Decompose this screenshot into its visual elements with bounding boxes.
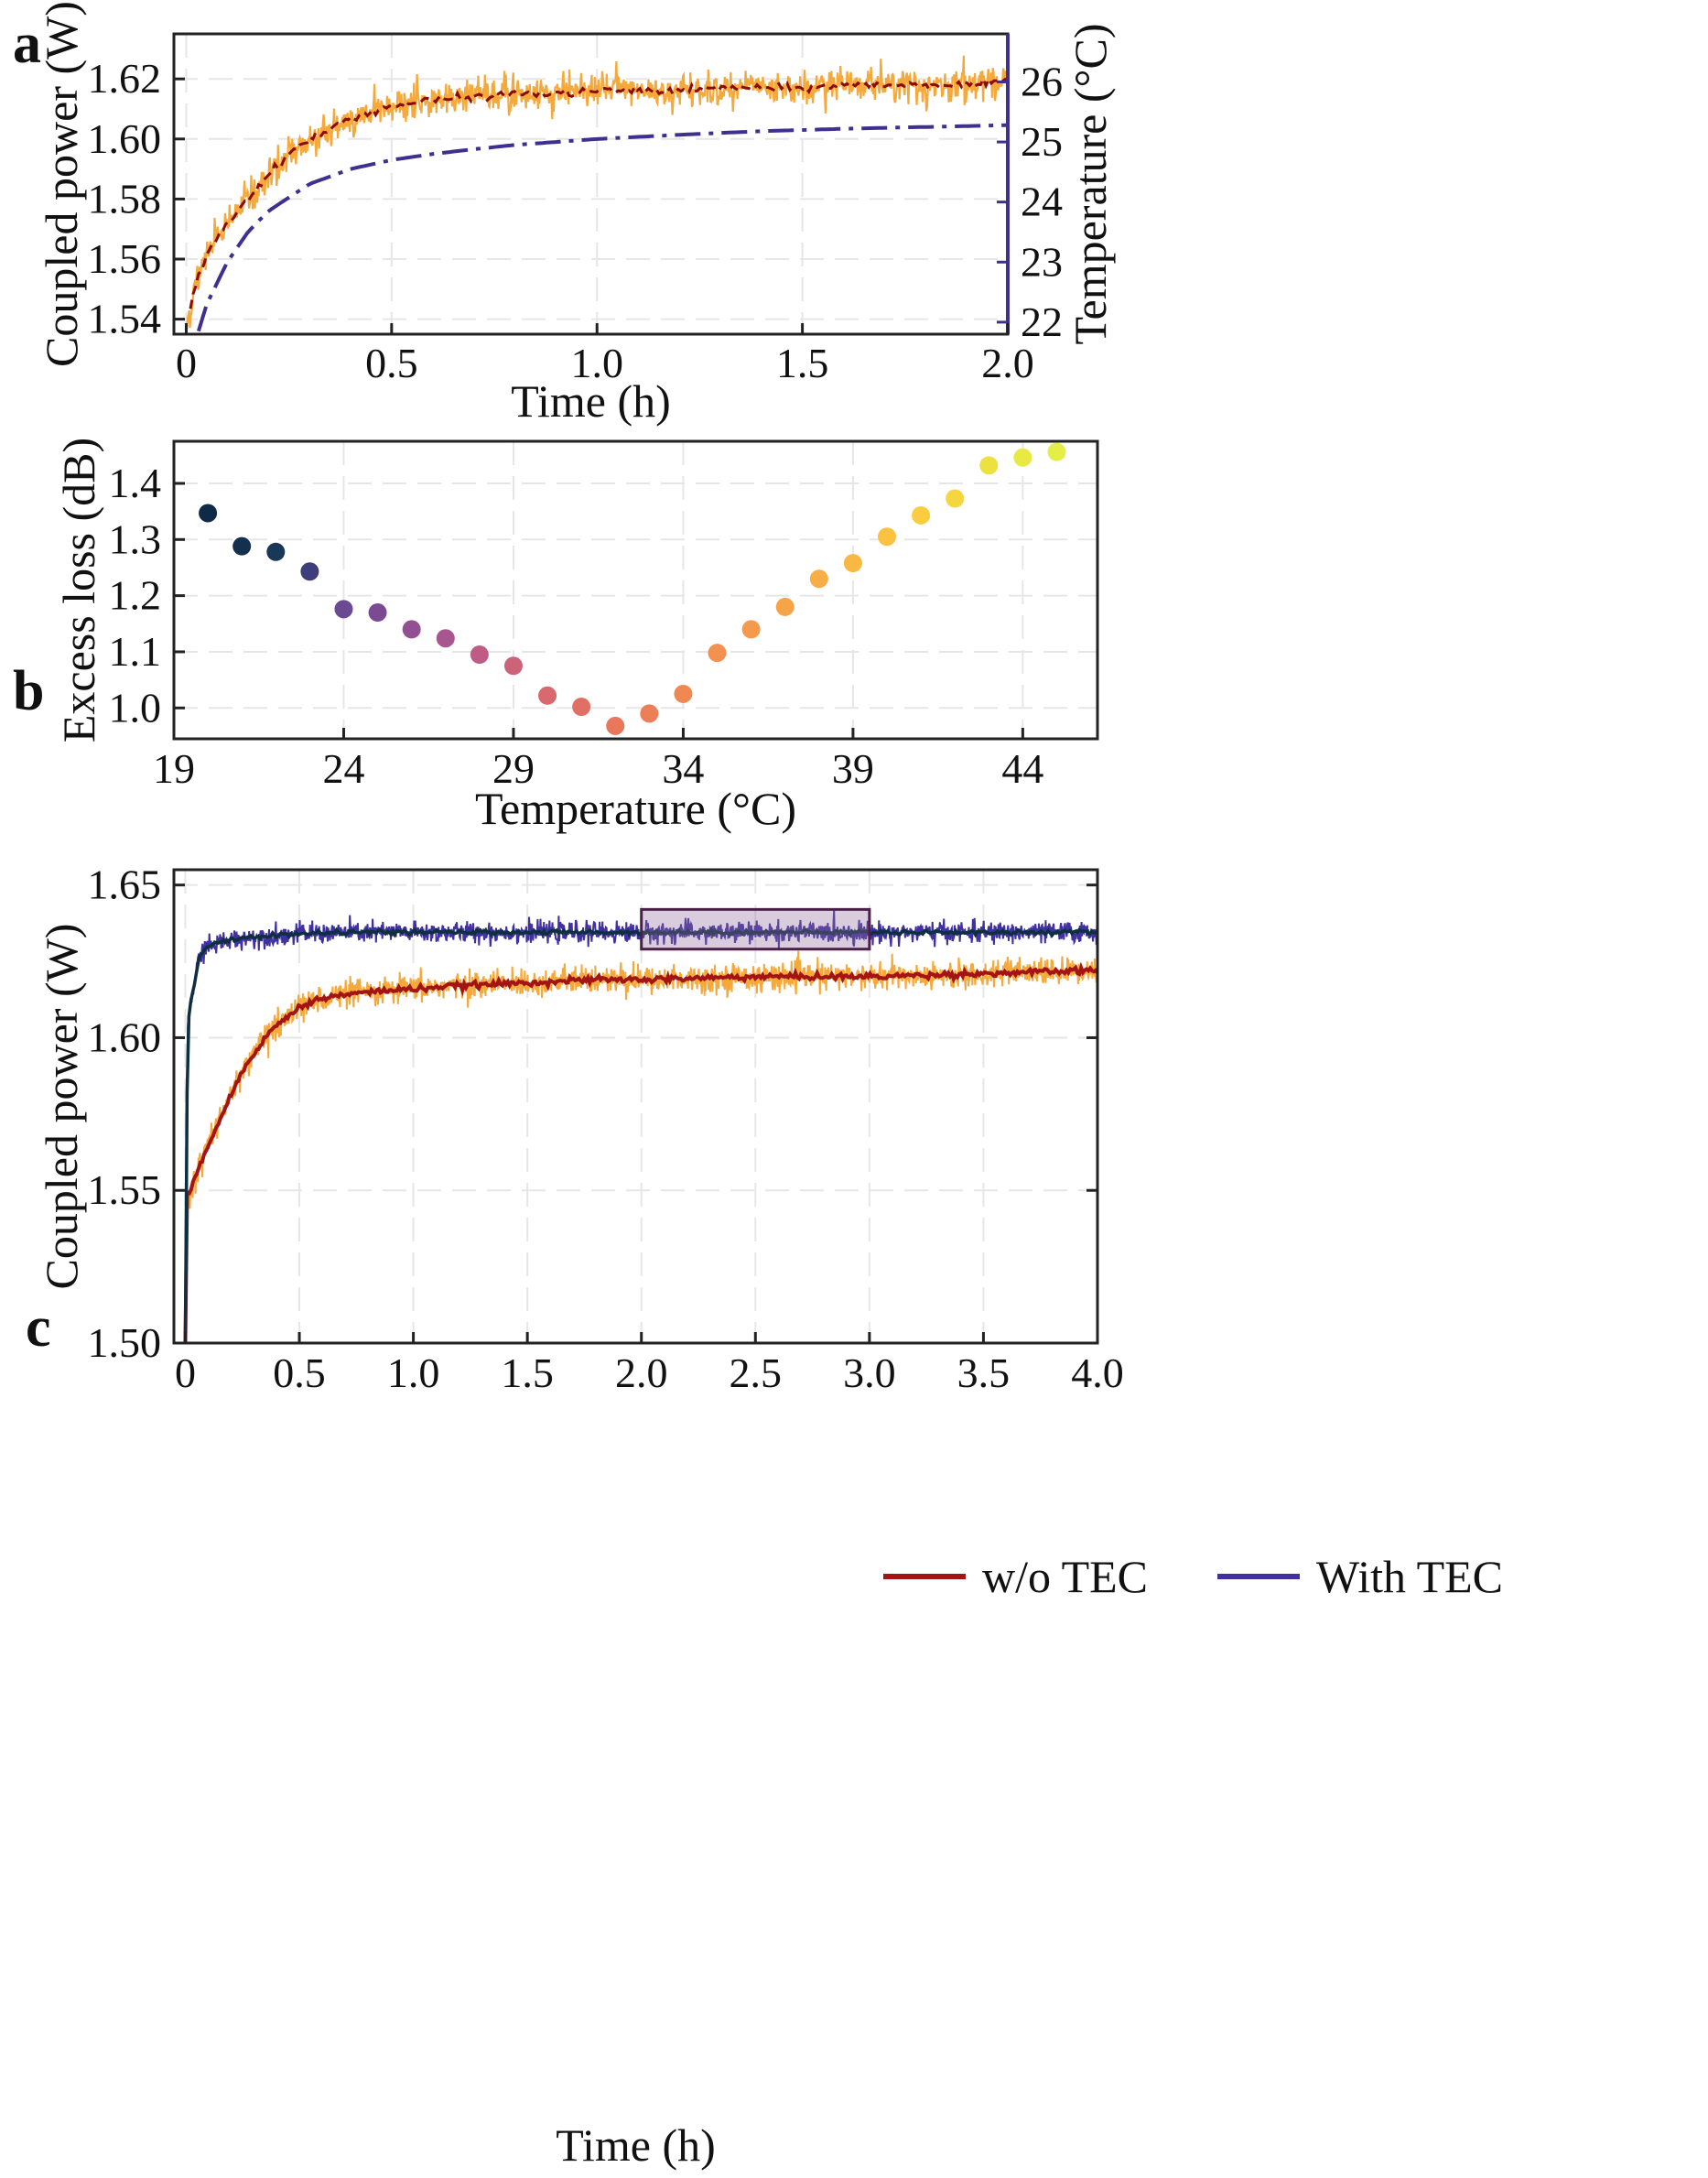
b-xtick-label-3: 34: [662, 745, 704, 792]
panel-letter-b: b: [13, 660, 44, 722]
c-xtick-label-8: 4.0: [1071, 1349, 1124, 1396]
a-y2tick-label-3: 25: [1021, 118, 1063, 165]
b-ytick-label-2: 1.2: [109, 572, 162, 619]
a-ytick-label-2: 1.58: [88, 175, 162, 222]
b-point-9: [503, 656, 523, 676]
b-ytick-label-3: 1.3: [109, 515, 162, 562]
a-xtick-label-1: 0.5: [365, 340, 418, 386]
b-ytick-label-4: 1.4: [109, 460, 162, 506]
panel-b-chart: 19 24 29 34 39 44 1.0 1.1 1.2 1.3 1.4 Temperature (…: [53, 438, 1099, 834]
b-point-21: [912, 505, 931, 525]
a-xtick-label-2: 1.0: [570, 340, 623, 386]
b-point-13: [640, 704, 659, 723]
b-point-3: [300, 562, 319, 581]
c-series-wo-tec-raw: [186, 950, 1098, 1209]
panel-a-chart: 0 0.5 1.0 1.5 2.0 1.54 1.56 1.58 1.60 1.62 22 23 24 2…: [36, 1, 1116, 427]
c-ytick-label-2: 1.60: [88, 1013, 162, 1060]
b-point-25: [1047, 442, 1066, 461]
c-xtick-label-2: 1.0: [387, 1349, 440, 1396]
b-point-2: [266, 542, 286, 561]
a-ytick-label-3: 1.60: [88, 115, 162, 162]
b-point-1: [232, 536, 252, 556]
b-point-10: [538, 686, 557, 705]
c-xtick-label-0: 0: [175, 1349, 196, 1396]
b-point-23: [979, 456, 999, 475]
b-point-20: [878, 527, 897, 547]
b-plot-frame: [172, 439, 1099, 741]
c-legend-label-wo-tec: w/o TEC: [982, 1551, 1148, 1602]
c-series-wo-tec-mean: [183, 961, 1099, 1344]
a-xtick-label-3: 1.5: [776, 340, 829, 386]
c-ytick-label-3: 1.65: [88, 861, 162, 908]
c-legend-label-with-tec: With TEC: [1316, 1551, 1503, 1602]
a-y2label: Temperature (°C): [1065, 23, 1116, 344]
b-point-5: [368, 603, 387, 623]
b-point-7: [436, 629, 455, 648]
a-y2tick-label-1: 23: [1021, 238, 1063, 285]
b-point-15: [708, 644, 727, 663]
c-highlight-box: [640, 907, 871, 951]
a-series-mean-power: [189, 75, 1010, 309]
b-xtick-label-2: 29: [492, 745, 535, 792]
b-point-17: [775, 597, 795, 616]
a-y2tick-label-0: 22: [1021, 298, 1063, 345]
b-point-12: [606, 716, 625, 735]
b-ytick-label-0: 1.0: [109, 684, 162, 731]
b-point-18: [809, 569, 828, 589]
b-point-19: [843, 554, 862, 573]
b-xtick-label-0: 19: [153, 745, 195, 792]
a-ytick-label-4: 1.62: [88, 55, 162, 102]
a-y2tick-label-4: 26: [1021, 58, 1063, 104]
a-y2tick-label-2: 24: [1021, 179, 1063, 225]
c-xlabel: Time (h): [556, 2119, 716, 2171]
a-series-temperature: [196, 123, 1009, 332]
panel-letter-a: a: [13, 13, 41, 75]
b-point-22: [946, 489, 965, 508]
c-xtick-label-5: 2.5: [730, 1349, 783, 1396]
c-ytick-label-0: 1.50: [88, 1319, 162, 1366]
a-ytick-label-1: 1.56: [88, 235, 162, 282]
a-ylabel: Coupled power (W): [36, 1, 87, 367]
c-xtick-label-7: 3.5: [957, 1349, 1011, 1396]
c-xtick-label-4: 2.0: [615, 1349, 668, 1396]
b-point-14: [674, 684, 693, 703]
c-xtick-label-3: 1.5: [501, 1349, 554, 1396]
a-xtick-label-4: 2.0: [981, 340, 1034, 386]
b-xlabel: Temperature (°C): [475, 783, 796, 834]
b-point-16: [741, 620, 761, 639]
b-point-0: [199, 504, 218, 523]
b-xtick-label-5: 44: [1001, 745, 1043, 792]
b-point-8: [470, 645, 489, 665]
panel-c-chart: 0 0.5 1.0 1.5 2.0 2.5 3.0 3.5 4.0 1.50 1.55 1.60 1.6…: [36, 861, 1503, 2171]
panel-letter-c: c: [26, 1296, 51, 1359]
b-xtick-label-4: 39: [832, 745, 874, 792]
b-ytick-label-1: 1.1: [109, 628, 162, 675]
b-point-6: [402, 620, 421, 639]
c-xtick-label-6: 3.0: [843, 1349, 896, 1396]
c-plot-frame: [172, 868, 1099, 1345]
b-ylabel: Excess loss (dB): [53, 438, 104, 742]
b-point-4: [334, 600, 353, 619]
b-point-24: [1013, 448, 1032, 467]
c-xtick-label-1: 0.5: [273, 1349, 326, 1396]
b-point-11: [572, 698, 591, 717]
a-xlabel: Time (h): [511, 375, 671, 427]
c-ytick-label-1: 1.55: [88, 1166, 162, 1213]
a-xtick-label-0: 0: [176, 340, 197, 386]
c-ylabel: Coupled power (W): [36, 924, 87, 1290]
b-xtick-label-1: 24: [322, 745, 364, 792]
a-ytick-label-0: 1.54: [88, 296, 162, 342]
